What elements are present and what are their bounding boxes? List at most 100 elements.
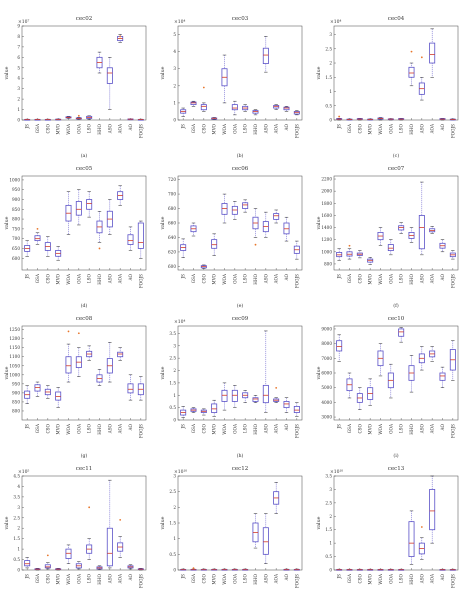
x-tick-label: HHO: [253, 423, 258, 434]
y-tick-label: 0: [329, 568, 332, 573]
box-WOA: [65, 116, 72, 119]
panel-cec12: cec12 ×10¹⁰ 0 0.5 1 1.5 2 2.5 3 value JS GSA CSO MVO W…: [160, 466, 303, 607]
box-iqr: [137, 222, 144, 249]
box-MVO: [367, 568, 374, 571]
box-WOA: [65, 330, 72, 383]
panel-cec02: cec02 ×10⁷ 0 1 2 3 4 5 6 7 8 9 value JS GSA CSO MVO WOA GO…: [4, 16, 147, 159]
y-tick-label: 1.5: [169, 521, 176, 526]
box-LSO: [242, 199, 249, 213]
y-tick-label: 1000: [9, 177, 20, 182]
box-WOA: [221, 568, 228, 571]
plot-frame: [333, 475, 459, 571]
x-tick-label: GSA: [347, 123, 352, 133]
box-ASO: [106, 57, 113, 110]
y-tick-label: 2: [329, 61, 332, 66]
x-tick-label: AOA: [430, 123, 435, 134]
x-tick-label: ASO: [419, 273, 424, 284]
x-tick-label: HHO: [409, 423, 414, 434]
box-GSA: [190, 567, 197, 571]
box-MVO: [211, 399, 218, 417]
box-iqr: [418, 215, 425, 250]
y-tick-label: 620: [168, 249, 176, 254]
x-tick-label: CSO: [357, 273, 362, 283]
x-tick-label: MVO: [56, 123, 61, 134]
box-LSO: [398, 327, 405, 343]
box-WOA: [377, 227, 384, 246]
box-MVO: [211, 233, 218, 256]
y-axis-label: value: [4, 66, 10, 80]
x-tick-label: CSO: [357, 123, 362, 133]
box-iqr: [429, 42, 436, 64]
box-iqr: [231, 389, 238, 402]
y-tick-label: 640: [168, 235, 176, 240]
y-tick-label: 2.5: [325, 46, 332, 51]
y-axis-label: value: [160, 516, 166, 530]
box-AOA: [117, 34, 124, 43]
y-tick-label: 1: [329, 89, 332, 94]
box-GOA: [231, 201, 238, 220]
box-iqr: [262, 384, 269, 404]
panel-label: (c): [393, 152, 400, 159]
y-tick-label: 9: [17, 24, 20, 29]
box-AOA: [429, 475, 436, 544]
box-iqr: [65, 548, 72, 559]
y-tick-label: 3: [329, 487, 332, 492]
y-tick-label: 850: [12, 207, 20, 212]
box-AO: [283, 216, 290, 242]
x-tick-label: MVO: [212, 423, 217, 434]
x-tick-label: MVO: [368, 573, 373, 584]
box-iqr: [65, 356, 72, 374]
y-tick-label: 1.5: [325, 75, 332, 80]
y-tick-label: 1050: [9, 363, 20, 368]
y-tick-label: 1.5: [13, 536, 20, 541]
box-AOA: [429, 226, 436, 234]
box-iqr: [190, 101, 197, 106]
y-tick-label: 5000: [321, 385, 332, 390]
panel-label: (h): [237, 452, 244, 459]
axis-exponent: ×10⁷: [18, 19, 29, 25]
box-GOA: [387, 568, 394, 571]
y-tick-label: 2.5: [325, 500, 332, 505]
panel-title: cec13: [388, 466, 405, 472]
box-GSA: [34, 227, 41, 245]
outlier-point: [420, 526, 423, 528]
box-HHO: [252, 513, 259, 549]
box-CSO: [356, 250, 363, 259]
x-tick-label: MVO: [56, 273, 61, 284]
x-tick-label: ASO: [263, 273, 268, 284]
box-JS: [24, 240, 31, 257]
y-tick-label: 0: [173, 118, 176, 123]
x-tick-label: HHO: [97, 123, 102, 134]
y-tick-label: 680: [168, 206, 176, 211]
axis-exponent: ×10⁴: [330, 19, 341, 25]
y-tick-label: 0.5: [169, 552, 176, 557]
x-tick-label: LSO: [399, 273, 404, 283]
x-tick-label: JS: [337, 574, 342, 580]
box-JS: [336, 115, 343, 121]
box-GOA: [387, 118, 394, 121]
x-tick-label: LSO: [87, 573, 92, 583]
x-tick-label: HHO: [253, 573, 258, 584]
box-FOGJS: [449, 340, 456, 381]
box-LSO: [398, 568, 405, 571]
panel-label: (e): [237, 302, 244, 309]
x-tick-label: LSO: [243, 423, 248, 433]
box-MVO: [55, 246, 62, 261]
x-tick-label: LSO: [399, 123, 404, 133]
outlier-point: [192, 567, 195, 570]
box-LSO: [398, 222, 405, 234]
x-tick-label: WOA: [378, 573, 383, 585]
box-GSA: [346, 568, 353, 571]
y-axis-label: value: [160, 66, 166, 80]
x-tick-label: AOA: [118, 123, 123, 134]
x-tick-label: GSA: [347, 423, 352, 433]
box-AO: [283, 106, 290, 112]
plot-frame: [177, 25, 303, 121]
box-CSO: [44, 554, 51, 570]
x-tick-label: LSO: [87, 423, 92, 433]
axis-exponent: ×10¹⁰: [330, 469, 343, 475]
y-tick-label: 900: [12, 390, 20, 395]
box-iqr: [283, 401, 290, 409]
box-iqr: [439, 372, 446, 381]
box-WOA: [65, 544, 72, 564]
